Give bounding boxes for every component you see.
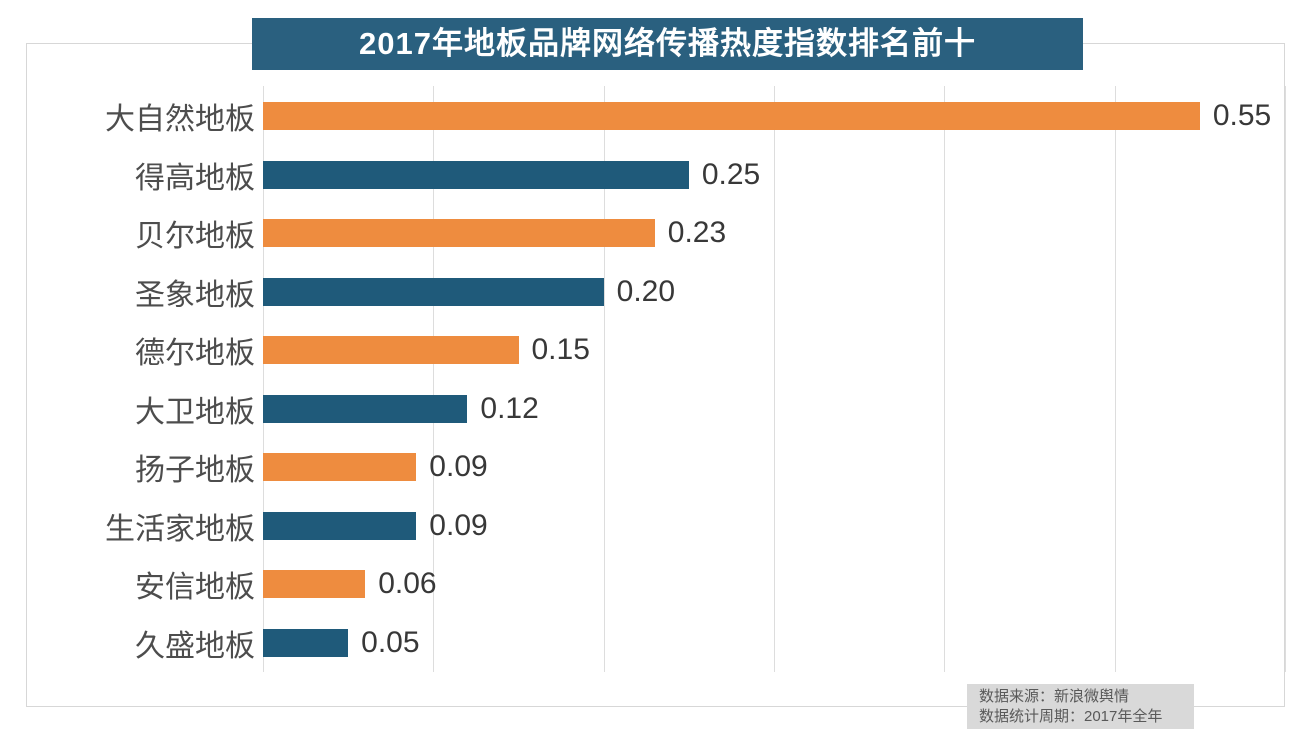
bar-row: 扬子地板 0.09	[26, 438, 1285, 497]
bar	[263, 511, 417, 540]
bar	[263, 453, 417, 482]
category-label: 贝尔地板	[135, 220, 255, 254]
bar	[263, 570, 366, 599]
category-label: 大卫地板	[135, 395, 255, 429]
category-label: 扬子地板	[135, 454, 255, 488]
bar-row: 得高地板 0.25	[26, 146, 1285, 205]
bar-row: 大卫地板 0.12	[26, 380, 1285, 439]
bar	[263, 628, 349, 657]
category-label: 德尔地板	[135, 337, 255, 371]
bar	[263, 394, 468, 423]
gridline	[1285, 86, 1286, 672]
bar-row: 德尔地板 0.15	[26, 321, 1285, 380]
bar-value-label: 0.25	[701, 157, 761, 191]
category-label: 圣象地板	[135, 278, 255, 312]
data-source-line: 数据来源：新浪微舆情	[979, 688, 1130, 705]
bar-value-label: 0.20	[616, 274, 676, 308]
bar-row: 圣象地板 0.20	[26, 263, 1285, 322]
bar-row: 生活家地板 0.09	[26, 497, 1285, 556]
gridline	[603, 86, 605, 672]
category-label: 久盛地板	[135, 629, 255, 663]
gridline	[433, 86, 435, 672]
bar-row: 安信地板 0.06	[26, 555, 1285, 614]
gridline	[1114, 86, 1116, 672]
bar	[263, 277, 604, 306]
category-label: 大自然地板	[105, 103, 255, 137]
bar	[263, 102, 1200, 131]
gridline	[944, 86, 946, 672]
gridlines	[263, 86, 1286, 672]
bar-value-label: 0.23	[667, 216, 727, 250]
category-label: 得高地板	[135, 161, 255, 195]
bar-row: 大自然地板 0.55	[26, 87, 1285, 146]
bar-value-label: 0.05	[361, 625, 420, 659]
bar-value-label: 0.09	[429, 508, 488, 542]
category-label: 生活家地板	[105, 512, 255, 546]
bar-row: 久盛地板 0.05	[26, 614, 1285, 673]
bar	[263, 160, 689, 189]
chart-title: 2017年地板品牌网络传播热度指数排名前十	[252, 18, 1083, 70]
bar	[263, 219, 655, 248]
category-label: 安信地板	[135, 571, 255, 605]
data-period-line: 数据统计周期：2017年全年	[979, 708, 1163, 725]
gridline	[774, 86, 775, 672]
bar-value-label: 0.55	[1212, 99, 1272, 133]
bar	[263, 336, 519, 365]
bar-rows: 大自然地板 0.55 得高地板 0.25 贝尔地板 0.23 圣象地板 0.20 德尔地板 0.1…	[26, 87, 1285, 672]
data-source-note: 数据来源：新浪微舆情 数据统计周期：2017年全年	[967, 684, 1194, 729]
bar-value-label: 0.06	[378, 567, 437, 601]
bar-value-label: 0.15	[531, 333, 590, 367]
gridline	[263, 86, 264, 672]
bar-row: 贝尔地板 0.23	[26, 204, 1285, 263]
bar-value-label: 0.09	[429, 450, 488, 484]
bar-value-label: 0.12	[480, 391, 539, 425]
